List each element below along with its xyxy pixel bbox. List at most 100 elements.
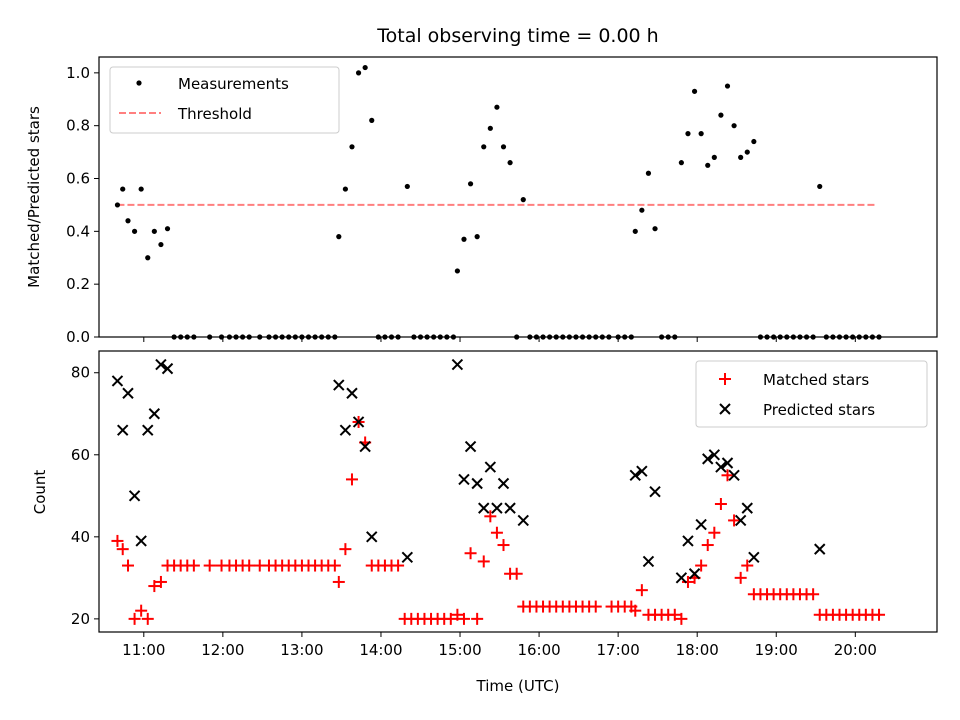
matched-star-point [589, 600, 602, 613]
measurement-point [342, 186, 348, 192]
top-plot-marks [114, 64, 882, 340]
measurement-point [507, 160, 513, 166]
measurement-point [369, 117, 375, 123]
x-tick-label: 17:00 [597, 641, 640, 659]
predicted-star-point [333, 379, 345, 391]
matched-star-point [741, 559, 754, 572]
predicted-star-point [504, 502, 516, 514]
predicted-star-point [517, 514, 529, 527]
matched-star-point [332, 575, 345, 588]
matched-star-point [734, 571, 747, 584]
matched-star-point [154, 575, 167, 588]
bottom-y-tick-label: 60 [71, 446, 90, 464]
x-tick-label: 18:00 [676, 641, 719, 659]
matched-star-point [681, 575, 694, 588]
x-tick-label: 13:00 [280, 641, 323, 659]
matched-star-point [721, 469, 734, 482]
matched-star-point [451, 608, 464, 621]
predicted-star-point [142, 424, 154, 436]
measurement-point [145, 255, 151, 261]
matched-star-point [701, 539, 714, 552]
matched-star-point [484, 510, 497, 523]
bottom-x-ticks: 11:00 12:00 13:00 14:00 15:00 16:00 17:00 18:00… [122, 632, 877, 659]
bottom-legend: Matched stars Predicted stars [695, 360, 928, 428]
measurement-point [131, 228, 138, 234]
matched-star-point [873, 608, 886, 621]
top-y-tick-label: 0.4 [66, 222, 90, 240]
matched-star-point [345, 473, 358, 486]
matched-legend-label: Matched stars [763, 371, 869, 389]
predicted-star-point [695, 518, 707, 531]
measurement-point [652, 226, 658, 232]
matched-star-point [497, 539, 510, 552]
x-tick-label: 15:00 [438, 641, 481, 659]
predicted-star-point [734, 514, 747, 527]
matched-legend-marker [719, 373, 731, 385]
matched-star-point [148, 580, 161, 593]
measurement-point [724, 83, 731, 89]
predicted-legend-marker [719, 403, 731, 415]
matched-star-point [135, 604, 148, 617]
measurement-point [705, 162, 711, 168]
measurement-point [336, 234, 342, 240]
measurement-point [355, 70, 362, 76]
predicted-star-point [111, 375, 124, 387]
predicted-star-point [471, 477, 483, 490]
predicted-star-point [346, 387, 358, 399]
predicted-star-point [721, 457, 734, 469]
bottom-y-tick-label: 40 [71, 528, 90, 546]
measurement-point [404, 183, 410, 190]
predicted-star-point [451, 358, 464, 371]
matched-star-point [392, 559, 405, 572]
x-tick-label: 19:00 [755, 641, 798, 659]
measurement-point [487, 125, 493, 131]
measurement-point [114, 202, 121, 208]
measurement-point [494, 104, 500, 110]
measurement-point [691, 88, 698, 94]
x-tick-label: 11:00 [122, 641, 165, 659]
predicted-star-point [497, 477, 510, 490]
measurement-point [349, 144, 355, 150]
bottom-axes-frame [98, 350, 938, 633]
matched-star-point [339, 543, 352, 556]
top-x-ticks [143, 337, 856, 342]
matched-star-point [128, 612, 141, 625]
measurement-point [125, 218, 131, 224]
matched-star-point [708, 526, 721, 539]
measurement-point [718, 112, 724, 118]
predicted-star-point [161, 362, 174, 375]
measurement-point [461, 236, 467, 242]
measurement-point [678, 160, 684, 166]
matched-star-point [187, 559, 200, 572]
top-y-tick-label: 0.0 [66, 328, 90, 346]
matched-star-point [141, 612, 154, 625]
matched-star-point [444, 612, 457, 625]
measurement-point [151, 228, 157, 234]
matched-star-point [464, 547, 477, 560]
matched-star-point [675, 612, 688, 625]
predicted-star-point [352, 416, 365, 428]
measurement-point [711, 154, 717, 160]
measurement-point [454, 268, 460, 274]
measurement-point [164, 226, 171, 232]
top-y-tick-label: 1.0 [66, 64, 90, 82]
predicted-star-point [458, 473, 470, 486]
measurement-point [685, 131, 691, 137]
matched-star-point [328, 559, 341, 572]
top-axes-frame [98, 56, 938, 338]
x-tick-label: 20:00 [834, 641, 877, 659]
predicted-legend-label: Predicted stars [763, 401, 875, 419]
top-y-tick-label: 0.2 [66, 275, 90, 293]
predicted-star-point [649, 485, 661, 498]
predicted-star-point [642, 555, 655, 568]
predicted-star-point [484, 461, 497, 473]
matched-star-point [695, 559, 708, 572]
bottom-plot-marks [111, 358, 886, 625]
bottom-y-axis-label: Count [31, 470, 49, 515]
predicted-star-point [148, 408, 161, 420]
predicted-star-point [715, 461, 727, 473]
matched-star-point [471, 612, 484, 625]
measurement-point [500, 144, 507, 150]
matched-star-point [635, 584, 648, 597]
